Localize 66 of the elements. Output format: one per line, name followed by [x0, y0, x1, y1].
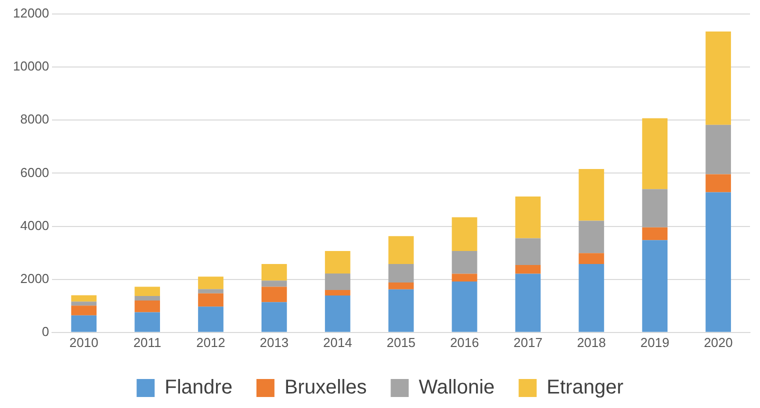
bar	[578, 220, 604, 254]
bar	[578, 253, 604, 264]
bar	[198, 276, 224, 290]
bar	[324, 273, 350, 290]
bar	[452, 274, 478, 282]
legend-label: Bruxelles	[284, 376, 367, 399]
y-tick-label: 12000	[12, 6, 50, 21]
x-tick-label: 2019	[640, 334, 670, 350]
bar	[71, 306, 97, 316]
bar	[642, 227, 668, 240]
legend-label: Wallonie	[418, 376, 495, 399]
bar	[134, 300, 160, 312]
bar	[706, 32, 731, 125]
x-tick-label: 2010	[69, 334, 98, 350]
bar	[642, 240, 668, 332]
bar	[706, 124, 731, 174]
bar	[452, 217, 478, 251]
bar	[388, 289, 414, 332]
bar	[71, 302, 97, 306]
y-tick-label: 2000	[20, 270, 50, 286]
bar	[388, 264, 414, 283]
x-tick-label: 2014	[323, 334, 352, 350]
bar	[262, 286, 287, 302]
bar	[324, 290, 350, 296]
bar	[452, 250, 478, 274]
y-tick-label: 4000	[20, 218, 50, 233]
bar	[452, 281, 478, 332]
bar	[71, 315, 97, 332]
bar	[706, 174, 731, 192]
x-tick-label: 2013	[260, 334, 289, 350]
bar	[578, 264, 604, 332]
bar	[324, 296, 350, 332]
bar	[642, 189, 668, 228]
bar	[134, 312, 160, 332]
bar	[134, 286, 160, 296]
bar	[262, 280, 287, 287]
x-tick-label: 2011	[133, 334, 162, 350]
bar	[642, 118, 668, 190]
x-tick-label: 2018	[576, 334, 606, 350]
x-tick-label: 2012	[196, 334, 226, 350]
bar	[198, 293, 224, 307]
bar	[515, 196, 541, 238]
x-tick-label: 2016	[450, 334, 479, 350]
legend-label: Flandre	[164, 376, 232, 399]
legend-label: Etranger	[546, 376, 624, 399]
bar	[71, 295, 97, 302]
bar	[515, 265, 541, 274]
bar	[134, 296, 160, 301]
y-tick-label: 10000	[12, 58, 50, 74]
bar	[515, 274, 541, 332]
bar	[515, 238, 541, 266]
bar	[198, 289, 224, 294]
bar	[198, 306, 224, 332]
y-tick-label: 8000	[20, 112, 50, 127]
bar	[388, 236, 414, 264]
bar	[388, 282, 414, 290]
bar	[262, 302, 287, 332]
x-tick-label: 2015	[386, 334, 416, 350]
bar	[324, 250, 350, 274]
bar	[706, 192, 731, 332]
y-tick-label: 0	[42, 324, 50, 339]
y-tick-label: 6000	[20, 164, 50, 180]
x-tick-label: 2020	[704, 334, 733, 350]
bar	[262, 264, 287, 281]
bar	[578, 168, 604, 221]
x-tick-label: 2017	[513, 334, 542, 350]
